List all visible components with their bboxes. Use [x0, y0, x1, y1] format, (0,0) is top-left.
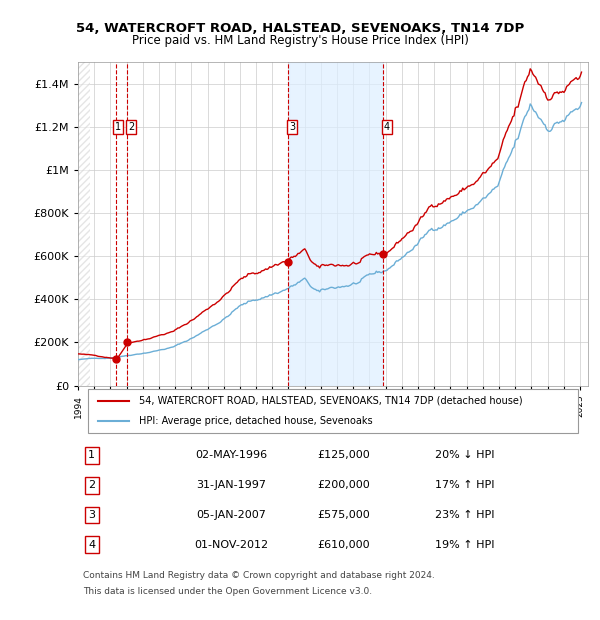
Text: 3: 3 — [88, 510, 95, 520]
Text: 31-JAN-1997: 31-JAN-1997 — [196, 480, 266, 490]
FancyBboxPatch shape — [88, 389, 578, 433]
Text: 4: 4 — [88, 540, 95, 550]
Text: 3: 3 — [289, 122, 295, 133]
Text: 1: 1 — [88, 450, 95, 461]
Text: 2: 2 — [128, 122, 134, 133]
Text: This data is licensed under the Open Government Licence v3.0.: This data is licensed under the Open Gov… — [83, 587, 372, 596]
Text: £125,000: £125,000 — [317, 450, 370, 461]
Text: 05-JAN-2007: 05-JAN-2007 — [196, 510, 266, 520]
Text: 01-NOV-2012: 01-NOV-2012 — [194, 540, 268, 550]
Text: 23% ↑ HPI: 23% ↑ HPI — [435, 510, 494, 520]
Text: 02-MAY-1996: 02-MAY-1996 — [195, 450, 267, 461]
Text: Contains HM Land Registry data © Crown copyright and database right 2024.: Contains HM Land Registry data © Crown c… — [83, 571, 435, 580]
Text: £575,000: £575,000 — [317, 510, 370, 520]
Text: 54, WATERCROFT ROAD, HALSTEAD, SEVENOAKS, TN14 7DP: 54, WATERCROFT ROAD, HALSTEAD, SEVENOAKS… — [76, 22, 524, 35]
Text: 54, WATERCROFT ROAD, HALSTEAD, SEVENOAKS, TN14 7DP (detached house): 54, WATERCROFT ROAD, HALSTEAD, SEVENOAKS… — [139, 396, 523, 405]
Bar — [289, 62, 383, 386]
Text: 19% ↑ HPI: 19% ↑ HPI — [435, 540, 494, 550]
Text: 20% ↓ HPI: 20% ↓ HPI — [435, 450, 494, 461]
Text: 1: 1 — [115, 122, 121, 133]
Text: Price paid vs. HM Land Registry's House Price Index (HPI): Price paid vs. HM Land Registry's House … — [131, 34, 469, 47]
Text: 4: 4 — [383, 122, 389, 133]
Text: £610,000: £610,000 — [317, 540, 370, 550]
Text: £200,000: £200,000 — [317, 480, 370, 490]
Text: HPI: Average price, detached house, Sevenoaks: HPI: Average price, detached house, Seve… — [139, 416, 373, 426]
Text: 17% ↑ HPI: 17% ↑ HPI — [435, 480, 494, 490]
Text: 2: 2 — [88, 480, 95, 490]
